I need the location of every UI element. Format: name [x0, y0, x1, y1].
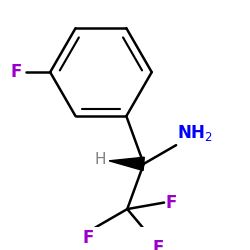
- Text: F: F: [11, 63, 22, 81]
- Text: H: H: [95, 152, 106, 167]
- Text: NH$_2$: NH$_2$: [178, 123, 213, 143]
- Text: F: F: [153, 239, 164, 250]
- Text: F: F: [166, 194, 177, 212]
- Polygon shape: [109, 157, 144, 170]
- Text: F: F: [82, 229, 94, 247]
